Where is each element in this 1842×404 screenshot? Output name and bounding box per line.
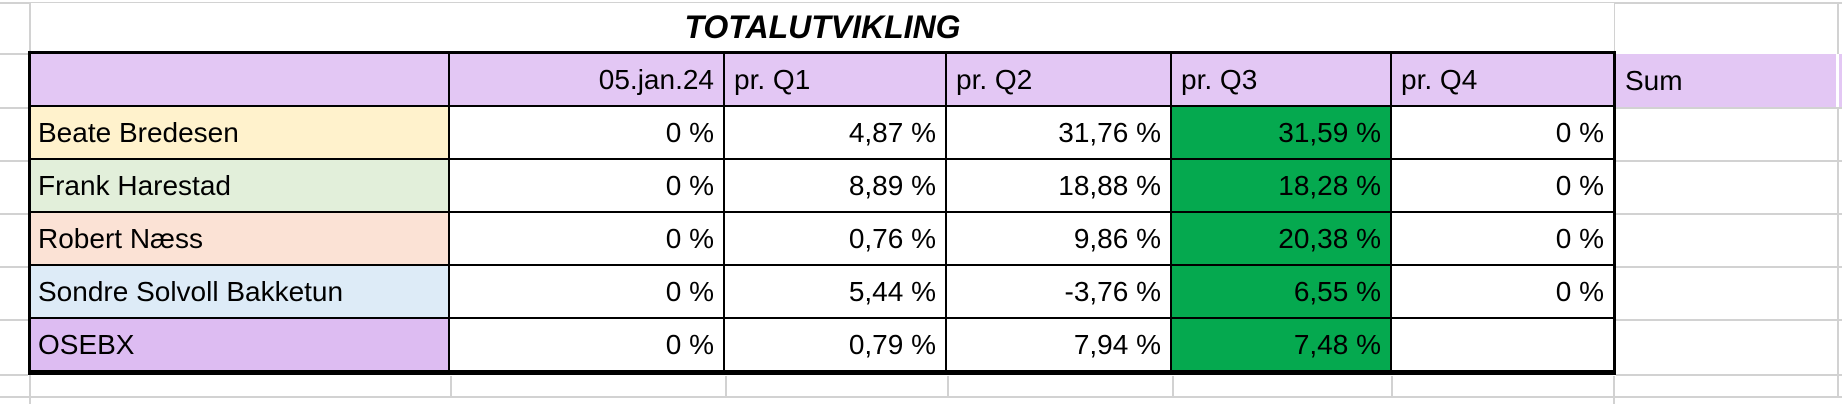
value-cell-q4[interactable] <box>1392 319 1613 372</box>
value-cell-q4[interactable]: 0 % <box>1392 213 1613 266</box>
gridline <box>1837 2 1839 54</box>
person-name-cell[interactable]: Beate Bredesen <box>31 107 450 160</box>
person-name-cell[interactable]: Robert Næss <box>31 213 450 266</box>
value-cell-q3[interactable]: 31,59 % <box>1172 107 1392 160</box>
gridline <box>1172 376 1174 396</box>
value-cell-q1[interactable]: 0,79 % <box>725 319 947 372</box>
gridline <box>0 107 28 109</box>
gridline <box>1616 213 1842 215</box>
value-cell-q2[interactable]: -3,76 % <box>947 266 1172 319</box>
gridline <box>1616 160 1842 162</box>
header-cell-name[interactable] <box>31 54 450 107</box>
value-cell-q2[interactable]: 7,94 % <box>947 319 1172 372</box>
gridline <box>29 374 31 404</box>
value-cell-date[interactable]: 0 % <box>450 319 725 372</box>
gridline <box>1616 107 1842 109</box>
title-cell[interactable]: TOTALUTVIKLING <box>31 3 1614 51</box>
header-cell-q1[interactable]: pr. Q1 <box>725 54 947 107</box>
gridline <box>1616 374 1842 376</box>
value-cell-q2[interactable]: 9,86 % <box>947 213 1172 266</box>
person-name-cell[interactable]: Sondre Solvoll Bakketun <box>31 266 450 319</box>
value-cell-date[interactable]: 0 % <box>450 107 725 160</box>
gridline <box>725 376 727 396</box>
value-cell-date[interactable]: 0 % <box>450 266 725 319</box>
gridline <box>0 266 28 268</box>
gridline <box>1616 266 1842 268</box>
header-cell-q2[interactable]: pr. Q2 <box>947 54 1172 107</box>
value-cell-date[interactable]: 0 % <box>450 160 725 213</box>
gridline <box>1837 108 1839 396</box>
gridline <box>0 319 28 321</box>
value-cell-q1[interactable]: 4,87 % <box>725 107 947 160</box>
gridline <box>947 376 949 396</box>
header-cell-q3[interactable]: pr. Q3 <box>1172 54 1392 107</box>
gridline <box>0 374 28 376</box>
gridline <box>1616 319 1842 321</box>
value-cell-q4[interactable]: 0 % <box>1392 266 1613 319</box>
gridline <box>450 376 452 396</box>
value-cell-q3[interactable]: 7,48 % <box>1172 319 1392 372</box>
value-cell-q4[interactable]: 0 % <box>1392 160 1613 213</box>
gridline <box>1391 376 1393 396</box>
gridline <box>1613 2 1615 52</box>
gridline <box>0 160 28 162</box>
gridline <box>0 213 28 215</box>
gridline <box>1613 376 1615 404</box>
value-cell-q3[interactable]: 6,55 % <box>1172 266 1392 319</box>
header-cell-date[interactable]: 05.jan.24 <box>450 54 725 107</box>
value-cell-q1[interactable]: 8,89 % <box>725 160 947 213</box>
header-cell-sum[interactable]: Sum <box>1616 54 1836 107</box>
gridline <box>0 53 28 55</box>
value-cell-q3[interactable]: 20,38 % <box>1172 213 1392 266</box>
value-cell-q1[interactable]: 5,44 % <box>725 266 947 319</box>
value-cell-q4[interactable]: 0 % <box>1392 107 1613 160</box>
header-cell-q4[interactable]: pr. Q4 <box>1392 54 1613 107</box>
person-name-cell[interactable]: OSEBX <box>31 319 450 372</box>
person-name-cell[interactable]: Frank Harestad <box>31 160 450 213</box>
gridline <box>29 2 31 52</box>
header-fill-sliver <box>1839 54 1842 107</box>
value-cell-q1[interactable]: 0,76 % <box>725 213 947 266</box>
gridline <box>0 396 1842 398</box>
value-cell-q2[interactable]: 31,76 % <box>947 107 1172 160</box>
value-cell-q3[interactable]: 18,28 % <box>1172 160 1392 213</box>
totalutvikling-table: 05.jan.24 pr. Q1 pr. Q2 pr. Q3 pr. Q4 Be… <box>28 51 1616 375</box>
value-cell-date[interactable]: 0 % <box>450 213 725 266</box>
value-cell-q2[interactable]: 18,88 % <box>947 160 1172 213</box>
